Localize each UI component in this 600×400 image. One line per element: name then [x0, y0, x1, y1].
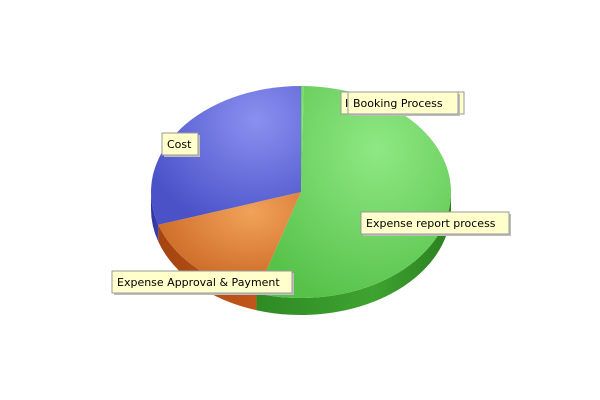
pie-slice-expense-report-process[interactable]: [256, 86, 451, 299]
label-cost: Cost: [161, 132, 200, 157]
label-expense-approval-payment-text: Expense Approval & Payment: [117, 276, 280, 289]
label-expense-report-process-text: Expense report process: [366, 217, 496, 230]
pie-tops: [150, 85, 451, 299]
overlapped-label-prefix: I: [345, 97, 348, 110]
pie-slice-booking-process[interactable]: [301, 86, 304, 192]
pie-slice-side-cost: [151, 192, 159, 242]
label-booking-process-text: Booking Process: [353, 97, 443, 110]
pie-slice-expense-approval-payment[interactable]: [158, 192, 301, 294]
pie-slice-side-expense-report-process: [256, 192, 452, 316]
label-expense-report-process: Expense report process: [360, 211, 511, 236]
label-expense-approval-payment: Expense Approval & Payment: [111, 270, 294, 295]
label-booking-process: Booking Process: [347, 91, 460, 116]
pie-slice-cost[interactable]: [150, 85, 301, 225]
label-cost-text: Cost: [167, 138, 192, 151]
